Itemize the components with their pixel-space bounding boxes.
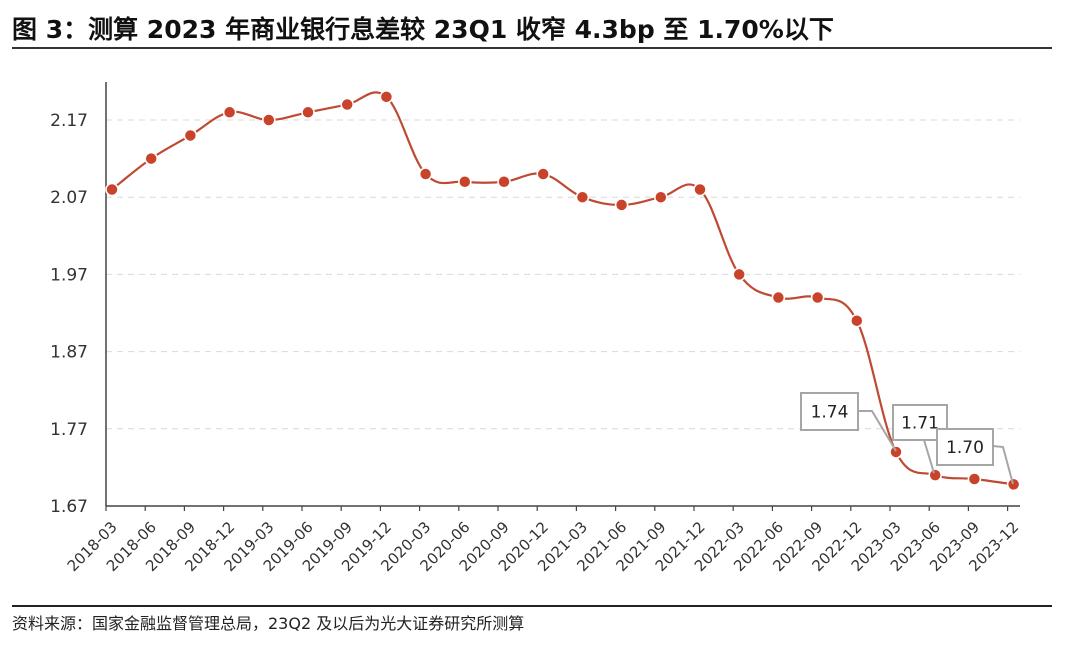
- data-point-marker: [967, 472, 982, 486]
- data-point-marker: [732, 267, 746, 282]
- callout-leader-line: [923, 439, 935, 474]
- source-note: 资料来源：国家金融监督管理总局，23Q2 及以后为光大证券研究所测算: [12, 614, 525, 633]
- y-tick-label: 1.77: [50, 420, 88, 440]
- data-label-callout: 1.74: [800, 392, 897, 452]
- y-tick-label: 2.17: [50, 111, 88, 131]
- data-point-marker: [850, 313, 864, 328]
- y-tick-label: 1.97: [50, 265, 88, 285]
- callout-value: 1.74: [811, 403, 849, 423]
- gridlines: [106, 119, 1020, 430]
- data-series: [105, 90, 1021, 492]
- callout-value: 1.71: [901, 414, 939, 434]
- callout-box: [800, 392, 859, 431]
- data-point-marker: [654, 190, 668, 204]
- data-point-marker: [614, 198, 629, 212]
- data-point-marker: [810, 290, 825, 305]
- data-point-marker: [301, 105, 315, 120]
- data-annotations: 1.74 1.71 1.70: [800, 392, 1014, 485]
- series-line: [111, 91, 1014, 486]
- data-point-marker: [1006, 477, 1021, 492]
- data-point-marker: [262, 113, 276, 127]
- data-point-marker: [183, 128, 198, 143]
- callout-value: 1.70: [946, 438, 984, 458]
- data-point-marker: [889, 445, 903, 459]
- callout-box: [936, 428, 994, 466]
- data-label-callout: 1.70: [936, 428, 1014, 485]
- y-tick-label: 2.07: [50, 188, 88, 208]
- callout-leader-line: [992, 445, 1014, 485]
- data-point-marker: [693, 182, 707, 197]
- y-tick-label: 1.87: [50, 343, 88, 363]
- x-axis-ticks: 2018-032018-062018-092018-122019-032019-…: [64, 506, 1022, 575]
- y-axis-ticks: 1.67 1.77 1.87 1.97 2.07 2.17: [50, 111, 88, 517]
- footer-divider: [12, 605, 1052, 607]
- y-tick-label: 1.67: [50, 497, 88, 517]
- chart-title: 图 3：测算 2023 年商业银行息差较 23Q1 收窄 4.3bp 至 1.7…: [12, 15, 834, 44]
- data-point-marker: [105, 182, 119, 197]
- data-point-marker: [536, 167, 550, 181]
- data-point-marker: [418, 167, 433, 181]
- data-point-marker: [575, 190, 590, 204]
- callout-leader-line: [858, 410, 897, 452]
- data-point-marker: [144, 151, 158, 166]
- data-point-marker: [771, 290, 786, 305]
- data-point-marker: [928, 468, 942, 482]
- axes: [105, 82, 1020, 507]
- data-point-marker: [222, 105, 237, 120]
- data-point-marker: [379, 90, 394, 104]
- title-divider: [12, 47, 1052, 49]
- data-point-marker: [340, 97, 354, 112]
- data-point-marker: [497, 175, 511, 189]
- data-point-marker: [458, 175, 472, 189]
